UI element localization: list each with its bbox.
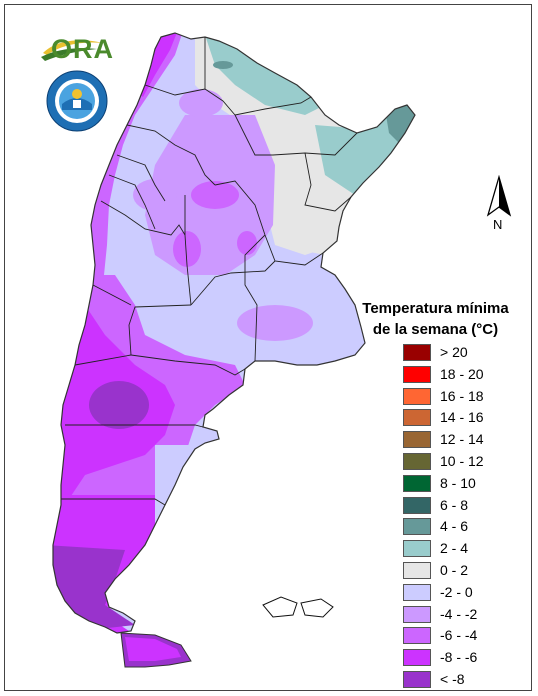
legend-swatch (403, 540, 431, 558)
zone-0-2-east (275, 195, 345, 255)
zone-4-6-north (213, 61, 233, 69)
zone-minus4-minus2-puna (179, 89, 223, 117)
legend-label: -2 - 0 (440, 583, 473, 600)
province-borders (61, 37, 358, 506)
north-label: N (493, 217, 503, 232)
ora-logo (41, 40, 103, 61)
ora-logo-text: ORA (51, 34, 114, 64)
legend-label: 6 - 8 (440, 496, 469, 513)
legend-swatch (403, 583, 431, 601)
legend-label: -8 - -6 (440, 649, 478, 666)
legend-label: > 20 (440, 344, 468, 360)
legend-label: 12 - 14 (440, 431, 484, 448)
legend-swatch (403, 344, 431, 361)
legend-swatch (403, 387, 431, 405)
zone-minus6-minus4-center (191, 181, 239, 209)
legend-label: 16 - 18 (440, 387, 484, 404)
legend-label: < -8 (440, 670, 465, 687)
legend-swatch (403, 452, 431, 470)
legend-swatch (403, 605, 431, 623)
legend-swatch (403, 627, 431, 645)
legend-title-line-2: de la semana (°C) (372, 321, 499, 338)
legend-label: 0 - 2 (440, 561, 469, 578)
legend-swatch (403, 649, 431, 667)
legend-swatch (403, 670, 431, 688)
smn-seal-logo (46, 70, 108, 132)
map-frame: ORA N Temperatura mínima de la semana (°… (4, 4, 532, 691)
legend-label: 8 - 10 (440, 474, 476, 491)
tierra-del-fuego-zone (125, 637, 181, 661)
legend-label: 4 - 6 (440, 518, 469, 535)
zone-minus6-minus4-cordoba (237, 231, 257, 255)
legend-title: Temperatura mínima de la semana (°C) (348, 298, 523, 340)
legend-title-line-1: Temperatura mínima (362, 300, 509, 317)
legend-swatch (403, 496, 431, 514)
legend-label: 18 - 20 (440, 365, 484, 382)
legend-label: 2 - 4 (440, 540, 469, 557)
zone-lt-minus8-patagonia (89, 381, 149, 429)
zone-minus2-0-coast (155, 425, 225, 525)
ora-swoosh-icon (43, 40, 103, 55)
zone-minus6-minus4-sanluis (173, 231, 201, 267)
legend-swatch (403, 365, 431, 383)
ora-leaf-icon (41, 48, 97, 61)
islas-malvinas (262, 596, 334, 618)
legend-label: 10 - 12 (440, 452, 484, 469)
legend-swatch (403, 409, 431, 427)
zone-minus4-minus2-pampa (237, 305, 313, 341)
temperature-map (52, 32, 416, 668)
legend-swatch (403, 474, 431, 492)
legend-swatch (403, 561, 431, 579)
legend-label: -6 - -4 (440, 627, 478, 644)
country-outline (52, 32, 416, 634)
legend-swatch (403, 518, 431, 536)
legend-label: 14 - 16 (440, 409, 484, 426)
legend-swatch (403, 431, 431, 449)
legend-label: -4 - -2 (440, 605, 478, 622)
zone-2-4-north (205, 35, 325, 115)
north-arrow-icon (486, 175, 512, 217)
